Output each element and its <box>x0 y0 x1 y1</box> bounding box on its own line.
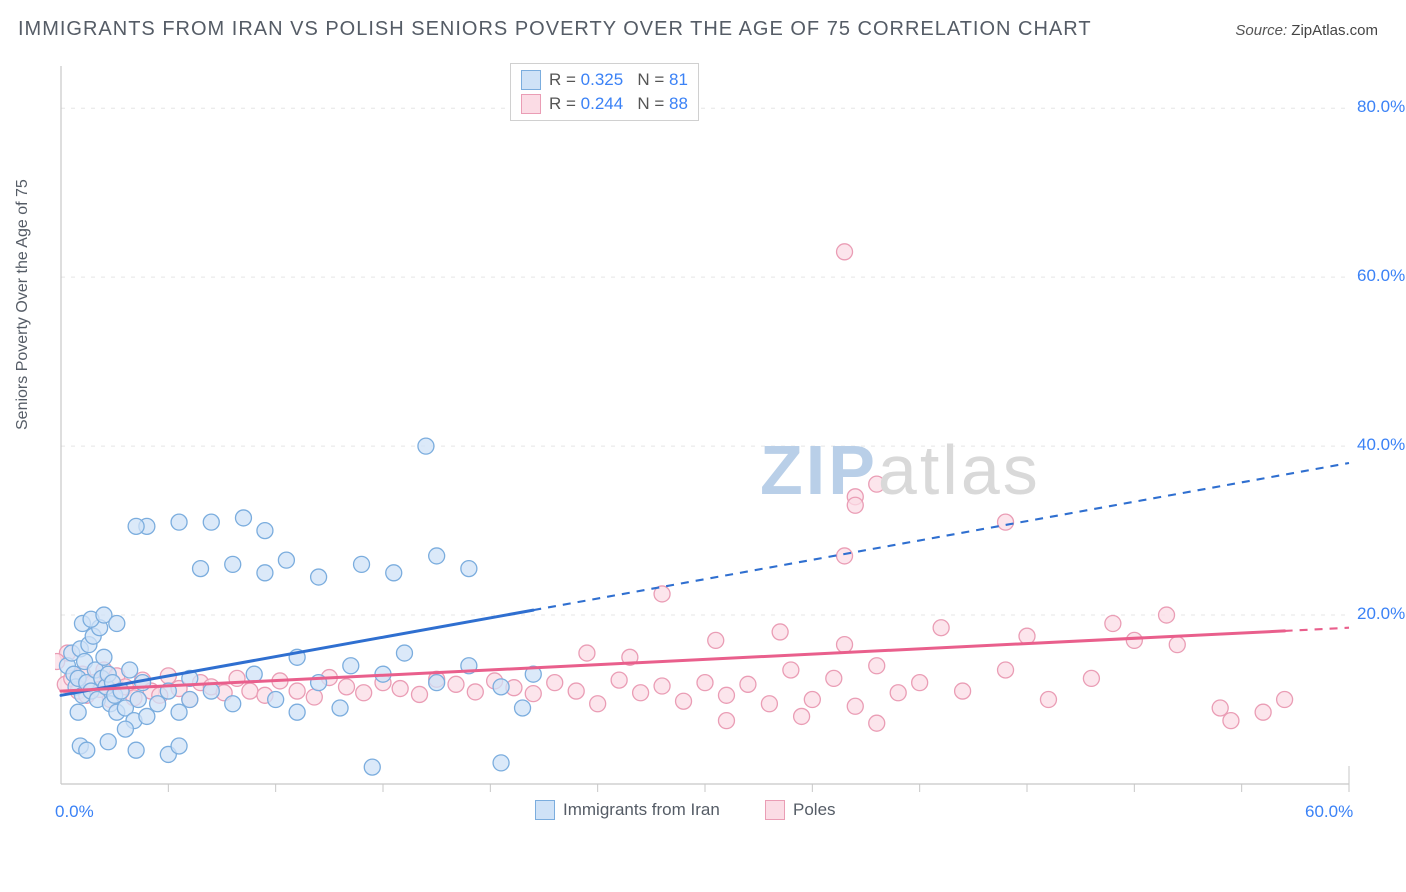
axis-tick-label: 20.0% <box>1357 604 1405 624</box>
legend-swatch <box>521 94 541 114</box>
source-label: Source: <box>1235 22 1287 39</box>
axis-tick-label: 60.0% <box>1357 266 1405 286</box>
correlation-legend-row: R = 0.244 N = 88 <box>521 92 688 116</box>
source-value: ZipAtlas.com <box>1291 22 1378 39</box>
axis-tick-label: 60.0% <box>1305 802 1353 822</box>
legend-swatch <box>765 800 785 820</box>
legend-swatch <box>521 70 541 90</box>
axis-tick-label: 0.0% <box>55 802 94 822</box>
series-legend-item: Poles <box>765 800 836 820</box>
legend-stats: R = 0.325 N = 81 <box>549 70 688 90</box>
scatter-chart: 20.0%40.0%60.0%80.0%0.0%60.0%R = 0.325 N… <box>55 60 1355 820</box>
series-legend-label: Poles <box>793 800 836 820</box>
legend-swatch <box>535 800 555 820</box>
y-axis-label: Seniors Poverty Over the Age of 75 <box>14 179 32 430</box>
source-credit: Source: ZipAtlas.com <box>1235 22 1378 39</box>
series-legend-label: Immigrants from Iran <box>563 800 720 820</box>
legend-stats: R = 0.244 N = 88 <box>549 94 688 114</box>
correlation-legend: R = 0.325 N = 81 R = 0.244 N = 88 <box>510 63 699 121</box>
page-title: IMMIGRANTS FROM IRAN VS POLISH SENIORS P… <box>18 18 1092 41</box>
axis-tick-label: 40.0% <box>1357 435 1405 455</box>
correlation-legend-row: R = 0.325 N = 81 <box>521 68 688 92</box>
axis-tick-label: 80.0% <box>1357 97 1405 117</box>
chart-svg <box>55 60 1355 820</box>
series-legend-item: Immigrants from Iran <box>535 800 720 820</box>
